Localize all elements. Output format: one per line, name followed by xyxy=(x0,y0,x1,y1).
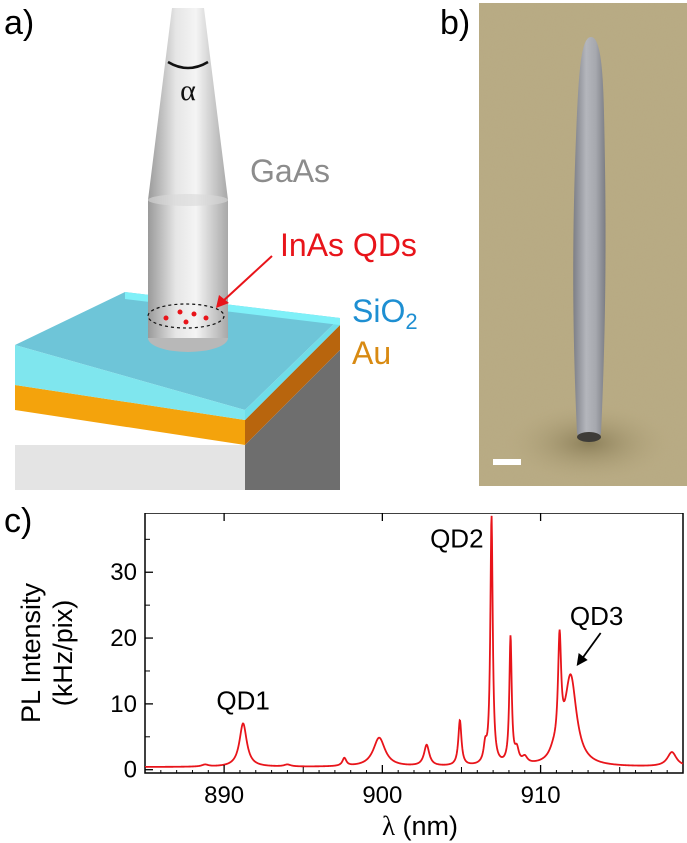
sem-shadow xyxy=(504,403,674,483)
y-axis-label-line2: (kHz/pix) xyxy=(48,600,78,707)
scale-bar xyxy=(493,459,521,465)
annotation-qd3: QD3 xyxy=(570,601,623,631)
panel-a-label: a) xyxy=(4,4,35,42)
qd-pointer-head xyxy=(216,295,229,308)
qd-pointer-line xyxy=(221,255,273,303)
y-axis-label-line1: PL Intensity xyxy=(16,582,46,723)
qd-label: InAs QDs xyxy=(280,227,417,263)
nanowire-taper xyxy=(148,8,228,200)
sio2-layer-front xyxy=(15,345,245,420)
qd-dot xyxy=(163,315,169,321)
x-tick-label: 900 xyxy=(362,782,402,809)
y-tick-label: 20 xyxy=(110,625,137,652)
substrate-front xyxy=(15,445,245,490)
nanowire-schematic: α GaAs InAs QDs SiO2 Au xyxy=(15,8,418,490)
au-layer-front xyxy=(15,385,245,445)
sio2-layer-side xyxy=(245,318,340,420)
gaas-label: GaAs xyxy=(250,153,330,189)
qd-dot xyxy=(191,311,197,317)
nanowire-lower-body xyxy=(148,200,228,338)
panel-b-label: b) xyxy=(440,4,471,42)
x-axis-label: λ (nm) xyxy=(382,811,458,841)
qd3-arrow-head xyxy=(576,652,588,666)
substrate-side xyxy=(245,350,340,490)
qd-region xyxy=(147,303,225,329)
sem-nanowire xyxy=(573,37,606,441)
y-tick-label: 0 xyxy=(124,757,137,784)
angle-arc xyxy=(167,60,209,70)
y-tick-label: 30 xyxy=(110,559,137,586)
qd-dot xyxy=(203,315,209,321)
angle-symbol: α xyxy=(180,74,196,107)
sem-image xyxy=(479,3,687,486)
plot-frame xyxy=(144,513,684,774)
qd-dot xyxy=(177,309,183,315)
spectrum-line xyxy=(145,515,684,768)
au-layer-side xyxy=(245,325,340,445)
au-label: Au xyxy=(352,335,391,371)
x-tick-label: 910 xyxy=(521,782,561,809)
y-tick-label: 10 xyxy=(110,691,137,718)
nanowire-taper-joint xyxy=(148,194,228,206)
annotation-qd1: QD1 xyxy=(216,686,269,716)
qd-dot xyxy=(183,319,189,325)
panel-c-label: c) xyxy=(4,502,33,540)
annotation-qd2: QD2 xyxy=(430,524,483,554)
x-tick-label: 890 xyxy=(204,782,244,809)
sio2-label: SiO2 xyxy=(352,293,418,334)
